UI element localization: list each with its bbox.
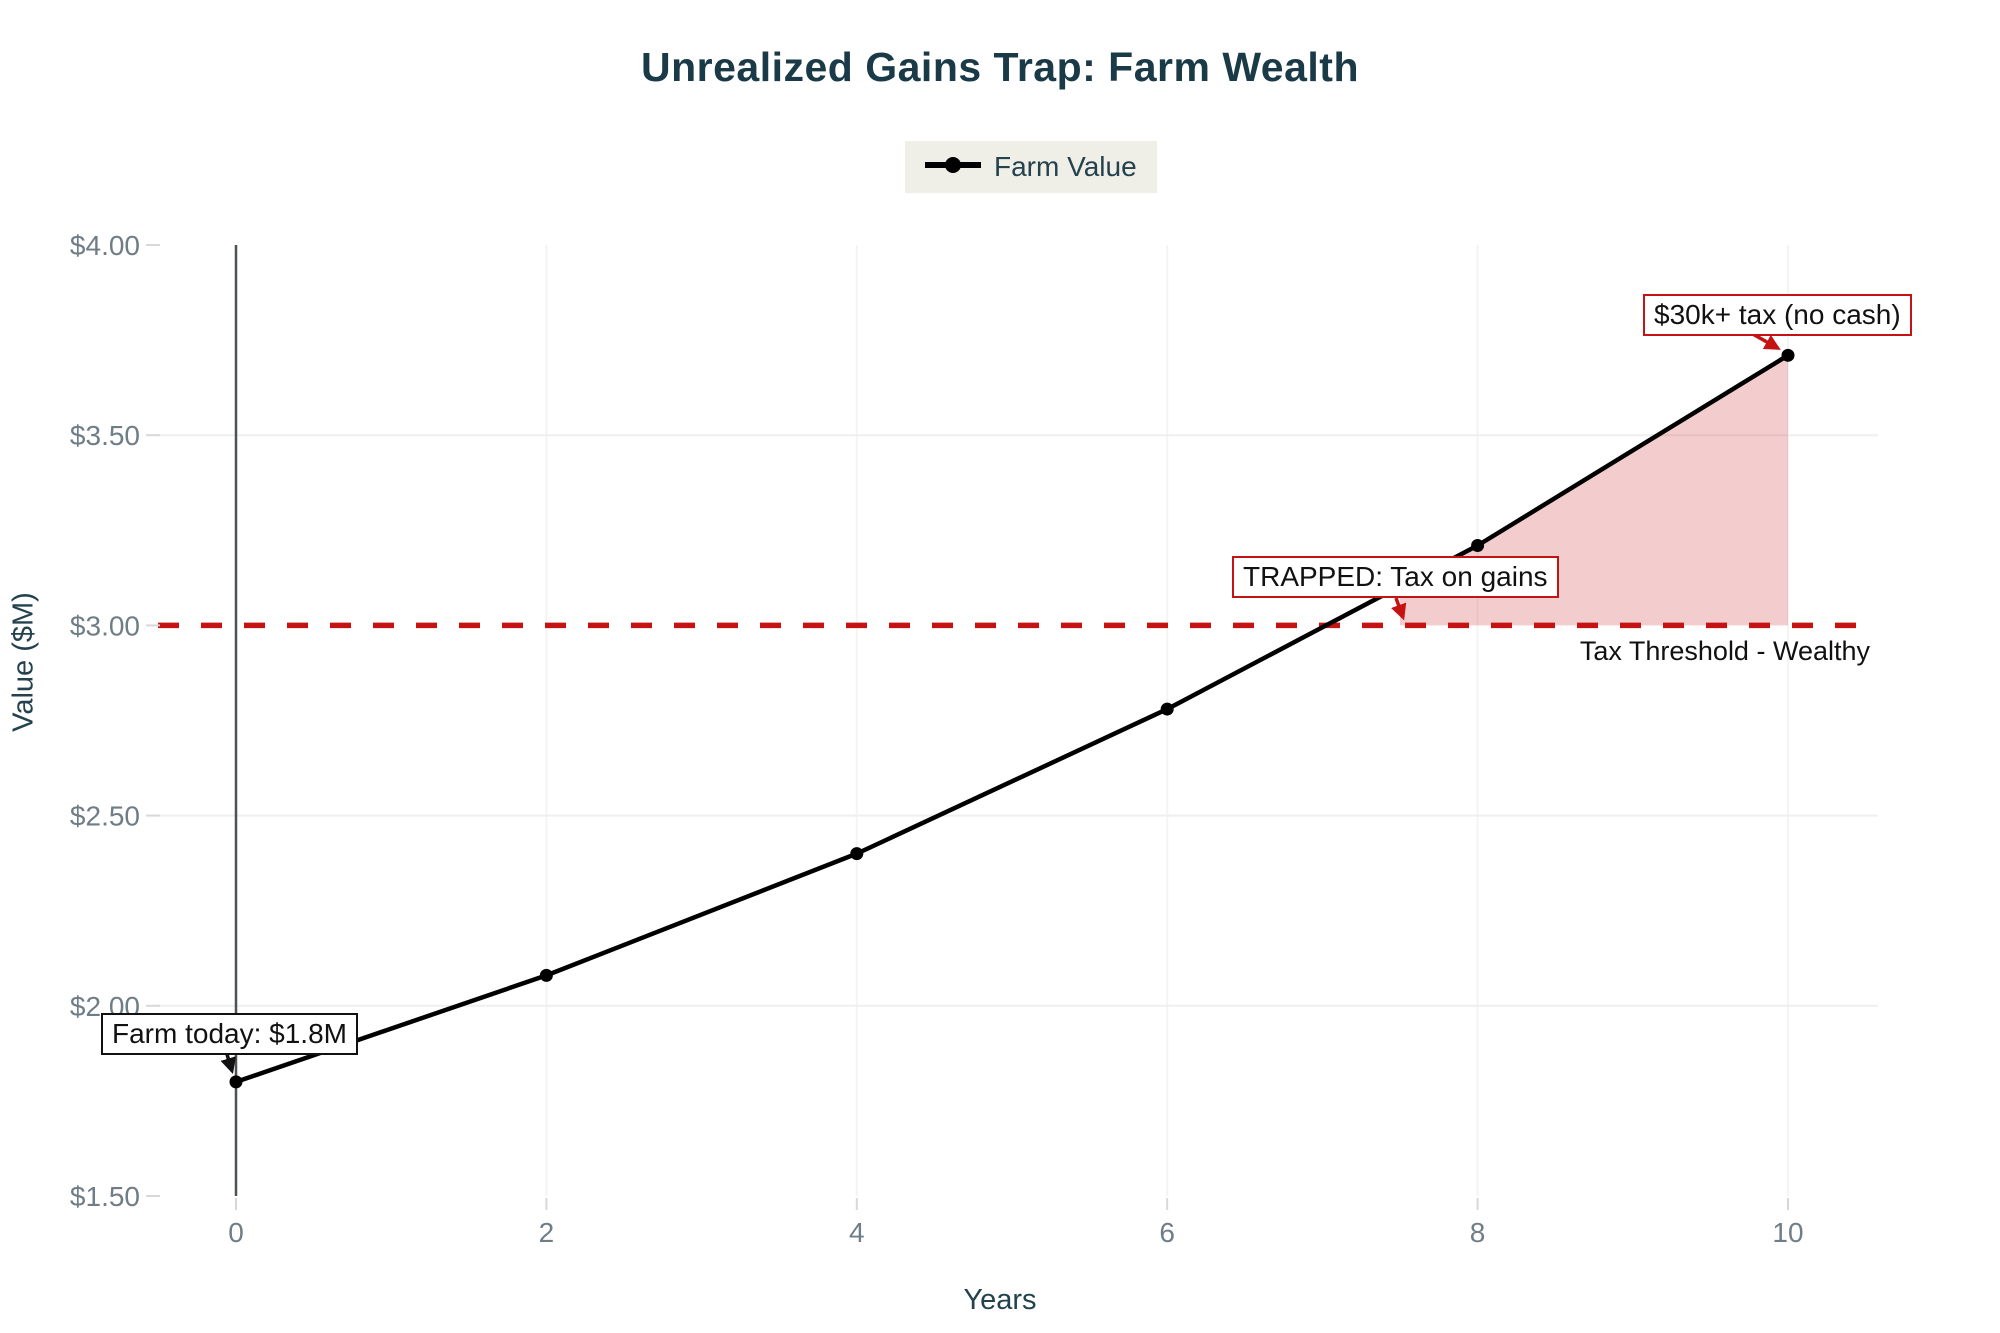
x-tick-label: 6 [1159,1217,1175,1248]
y-tick-label: $3.50 [70,420,140,451]
legend: Farm Value [905,141,1157,193]
x-tick-label: 2 [539,1217,555,1248]
y-tick-label: $3.00 [70,610,140,641]
data-point [539,968,553,982]
x-tick-label: 0 [228,1217,244,1248]
y-axis-title: Value ($M) [7,592,40,732]
x-tick-label: 10 [1772,1217,1803,1248]
x-axis-title: Years [963,1284,1037,1316]
chart-title: Unrealized Gains Trap: Farm Wealth [641,44,1359,90]
annotation-arrow [1391,597,1407,621]
legend-item-farm-value: Farm Value [994,151,1137,182]
farm-value-line [235,353,1790,1085]
threshold-label: Tax Threshold - Wealthy [1580,636,1871,666]
annotation-30k-tax: $30k+ tax (no cash) [1643,294,1912,337]
legend-line-dot-icon [925,156,981,179]
data-point [229,1075,243,1089]
data-point [1471,539,1485,553]
data-point [1781,348,1795,362]
y-tick-label: $2.50 [70,801,140,832]
annotation-trapped-tax: TRAPPED: Tax on gains [1232,556,1559,599]
x-tick-label: 8 [1470,1217,1486,1248]
y-tick-label: $1.50 [70,1181,140,1212]
data-point [1160,702,1174,716]
data-point [850,847,864,861]
annotation-farm-today: Farm today: $1.8M [101,1013,358,1056]
y-tick-label: $4.00 [70,230,140,261]
x-tick-label: 4 [849,1217,865,1248]
